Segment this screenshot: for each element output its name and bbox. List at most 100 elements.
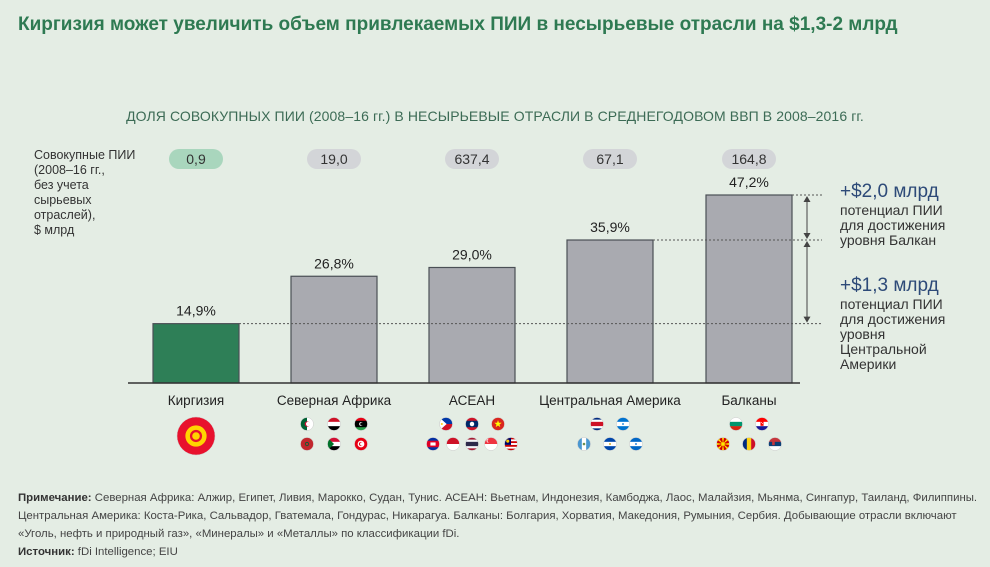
flag-part	[772, 440, 775, 446]
flag-part	[751, 437, 756, 451]
flag-border	[603, 437, 617, 451]
annotation-line: потенциал ПИИ	[840, 202, 943, 218]
flag-part	[590, 419, 604, 423]
flag-part	[494, 420, 502, 428]
flag-part	[504, 448, 518, 451]
flag-part	[755, 417, 769, 423]
annotation-line: для достижения	[840, 217, 945, 233]
flag-part	[729, 426, 743, 431]
flag-part	[469, 421, 475, 427]
flag-part	[465, 444, 479, 447]
fdi-total-pill: 67,1	[583, 149, 637, 169]
flag-part	[616, 417, 630, 423]
flag-body	[716, 437, 730, 451]
bar-value-label: 47,2%	[729, 174, 769, 190]
flag-part	[300, 417, 308, 431]
bar-value-label: 26,8%	[314, 255, 354, 271]
bar-value-label: 29,0%	[452, 246, 492, 262]
bar	[152, 323, 240, 384]
flag-part	[305, 421, 311, 427]
pill-background	[583, 149, 637, 169]
flag-body	[629, 437, 643, 451]
flag-part	[439, 424, 453, 431]
flag-border	[446, 437, 460, 451]
flag-part	[582, 442, 586, 446]
flag-kyrgyzstan	[176, 416, 216, 456]
flag-part	[608, 442, 612, 446]
flag-border	[300, 417, 314, 431]
note-text: Северная Африка: Алжир, Египет, Ливия, М…	[18, 492, 978, 540]
flag-border	[465, 437, 479, 451]
fdi-total-pill: 637,4	[445, 149, 499, 169]
fdi-total-pill: 164,8	[722, 149, 776, 169]
flag-part	[506, 439, 510, 443]
flag-border	[484, 437, 498, 451]
flag-honduras	[616, 417, 630, 431]
flag-body	[577, 437, 591, 451]
flag-romania	[742, 437, 756, 451]
flag-part	[327, 417, 341, 423]
flag-border	[616, 417, 630, 431]
annotation-line: Центральной	[840, 341, 927, 357]
pill-background	[169, 149, 223, 169]
flag-part	[603, 437, 617, 443]
flag-part	[768, 441, 782, 447]
flag-el-salvador	[603, 437, 617, 451]
flag-part	[504, 444, 518, 447]
fdi-total-label: 67,1	[596, 151, 623, 167]
fdi-caption-line: $ млрд	[34, 223, 75, 237]
fdi-total-pill: 19,0	[307, 149, 361, 169]
fdi-total-pill: 0,9	[169, 149, 223, 169]
flag-part	[484, 437, 498, 445]
flag-body	[465, 437, 479, 451]
flag-croatia	[755, 417, 769, 431]
flag-part	[768, 446, 782, 451]
flag-part	[327, 421, 341, 427]
flag-algeria	[300, 417, 314, 431]
fdi-caption: Совокупные ПИИ (2008–16 гг., без учета с…	[34, 148, 154, 238]
flag-border	[629, 437, 643, 451]
flag-part	[484, 444, 498, 451]
flag-part	[360, 442, 364, 446]
pill-background	[307, 149, 361, 169]
flag-border	[426, 437, 440, 451]
flag-cambodia	[426, 437, 440, 451]
flag-egypt	[327, 417, 341, 431]
annotation-line: Америки	[840, 356, 896, 372]
flag-border	[491, 417, 505, 431]
source-text: fDi Intelligence; EIU	[77, 546, 178, 558]
flag-part	[354, 417, 368, 421]
annotation-line: потенциал ПИИ	[840, 296, 943, 312]
flag-body	[300, 417, 314, 431]
bar-chart: 0,9 19,0 637,4 67,1 164,8 14,9% 26,8% 29,0% 35,9…	[128, 149, 945, 456]
flag-part	[590, 417, 604, 420]
flag-thailand	[465, 437, 479, 451]
flag-body	[446, 437, 460, 451]
flag-singapore	[484, 437, 498, 451]
flag-part	[768, 437, 782, 443]
fdi-total-label: 19,0	[320, 151, 347, 167]
flag-body	[327, 437, 341, 451]
fdi-total-label: 637,4	[454, 151, 489, 167]
flag-body	[616, 417, 630, 431]
flag-body	[484, 437, 498, 451]
flag-part	[439, 417, 447, 431]
annotation-line: уровня	[840, 326, 885, 342]
footnote: Примечание: Северная Африка: Алжир, Егип…	[18, 489, 978, 561]
flag-body	[603, 437, 617, 451]
flag-part	[761, 422, 762, 423]
flag-body	[491, 417, 505, 431]
flag-border	[327, 437, 341, 451]
flag-part	[327, 437, 334, 451]
flag-part	[327, 426, 341, 431]
flag-part	[327, 446, 341, 451]
annotation-line: уровня Балкан	[840, 232, 936, 248]
flag-part	[465, 417, 479, 421]
bar-value-label: 14,9%	[176, 303, 216, 319]
flag-bulgaria	[729, 417, 743, 431]
flag-body	[755, 417, 769, 431]
flag-part	[430, 442, 436, 446]
flag-part	[327, 437, 341, 443]
flag-border	[354, 417, 368, 431]
